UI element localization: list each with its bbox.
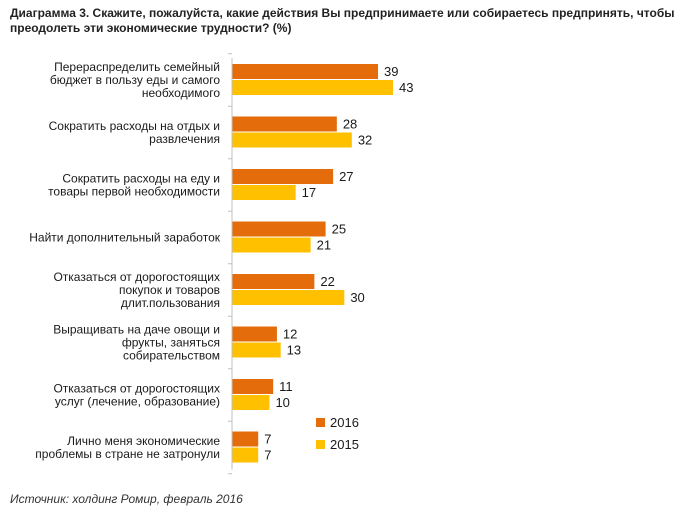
category-label-line: Лично меня экономические <box>67 434 220 448</box>
category-label-line: Перераспределить семейный <box>54 60 220 74</box>
category-label-line: Сократить расходы на отдых и <box>49 119 220 133</box>
category-label-line: покупок и товаров <box>119 283 220 297</box>
data-label-2015: 17 <box>302 185 316 200</box>
category-label: Отказаться от дорогостоящих услуг (лечени… <box>53 382 220 409</box>
category-label-line: товары первой необходимости <box>48 185 220 199</box>
category-label-line: бюджет в пользу еды и самого <box>50 73 220 87</box>
data-label-2016: 22 <box>320 274 334 289</box>
category-label: Сократить расходы на еду и товары первой … <box>48 172 220 199</box>
data-label-2015: 7 <box>264 448 271 463</box>
data-label-2016: 11 <box>279 379 293 394</box>
bar-2015 <box>232 185 296 200</box>
bar-2016 <box>232 222 326 237</box>
bar-2015 <box>232 80 393 95</box>
category-label-line: Отказаться от дорогостоящих <box>53 382 220 396</box>
data-label-2015: 32 <box>358 133 372 148</box>
legend-label-2015: 2015 <box>330 437 359 452</box>
data-label-2016: 25 <box>332 222 346 237</box>
bar-2016 <box>232 379 273 394</box>
category-label: Найти дополнительный заработок <box>29 231 221 245</box>
legend-swatch-2015 <box>316 440 325 449</box>
category-label-line: Найти дополнительный заработок <box>29 231 221 245</box>
category-label-line: услуг (лечение, образование) <box>55 395 220 409</box>
category-label-line: необходимого <box>142 86 220 100</box>
data-label-2015: 10 <box>275 395 289 410</box>
data-label-2015: 30 <box>350 290 364 305</box>
bar-2015 <box>232 395 269 410</box>
bar-2016 <box>232 274 314 289</box>
category-label-line: развлечения <box>149 132 220 146</box>
bar-2016 <box>232 64 378 79</box>
data-label-2016: 12 <box>283 327 297 342</box>
data-label-2015: 13 <box>287 343 301 358</box>
legend-label-2016: 2016 <box>330 415 359 430</box>
bar-2015 <box>232 133 352 148</box>
data-label-2016: 7 <box>264 432 271 447</box>
bar-2015 <box>232 290 344 305</box>
data-label-2016: 27 <box>339 169 353 184</box>
bar-2015 <box>232 448 258 463</box>
category-label: Лично меня экономические проблемы в стран… <box>35 434 220 461</box>
bar-2016 <box>232 117 337 132</box>
legend-swatch-2016 <box>316 418 325 427</box>
category-label: Выращивать на даче овощи и фрукты, занять… <box>53 323 220 363</box>
data-label-2015: 21 <box>317 238 331 253</box>
category-label-line: собирательством <box>123 349 220 363</box>
category-label-line: Сократить расходы на еду и <box>62 172 220 186</box>
bar-chart: Перераспределить семейный бюджет в пользу… <box>0 0 698 512</box>
bar-2015 <box>232 343 281 358</box>
bar-2015 <box>232 238 311 253</box>
category-label: Отказаться от дорогостоящих покупок и тов… <box>53 270 220 310</box>
category-label-line: Отказаться от дорогостоящих <box>53 270 220 284</box>
data-label-2016: 39 <box>384 64 398 79</box>
category-label: Перераспределить семейный бюджет в пользу… <box>50 60 220 100</box>
category-label-line: проблемы в стране не затронули <box>35 447 220 461</box>
bar-2016 <box>232 169 333 184</box>
bar-2016 <box>232 327 277 342</box>
category-label-line: фрукты, заняться <box>122 336 220 350</box>
data-label-2015: 43 <box>399 80 413 95</box>
data-label-2016: 28 <box>343 117 357 132</box>
category-label: Сократить расходы на отдых и развлечения <box>49 119 220 146</box>
chart-source: Источник: холдинг Ромир, февраль 2016 <box>10 492 243 506</box>
bar-2016 <box>232 432 258 447</box>
category-label-line: Выращивать на даче овощи и <box>53 323 220 337</box>
category-label-line: длит.пользования <box>121 296 220 310</box>
